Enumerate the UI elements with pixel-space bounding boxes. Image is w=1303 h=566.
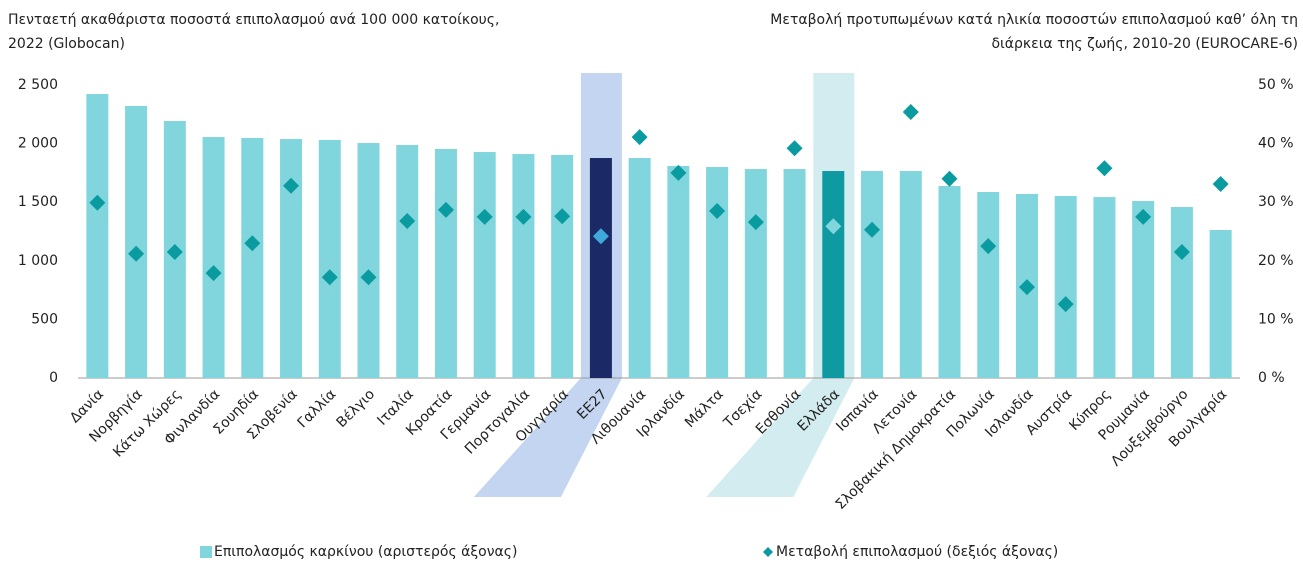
y2-tick-label: 10 % xyxy=(1258,311,1294,327)
marker xyxy=(825,218,842,235)
bar xyxy=(977,192,1000,378)
bar xyxy=(628,158,651,378)
marker xyxy=(205,265,222,282)
x-tick-label: Μάλτα xyxy=(682,386,727,431)
y-axis-title: 2022 (Globocan) xyxy=(8,36,125,52)
marker xyxy=(360,269,377,286)
marker xyxy=(747,214,764,231)
y-tick-label: 2 500 xyxy=(18,77,58,93)
marker xyxy=(1173,244,1190,261)
marker xyxy=(89,194,106,211)
y2-tick-label: 0 % xyxy=(1258,370,1285,386)
bar xyxy=(667,165,690,378)
bar xyxy=(899,171,922,378)
marker xyxy=(1018,279,1035,296)
marker xyxy=(786,140,803,157)
bar xyxy=(357,143,380,378)
marker xyxy=(476,208,493,225)
marker xyxy=(631,129,648,146)
bar xyxy=(1170,207,1193,378)
highlight-band xyxy=(706,378,855,497)
y-tick-label: 2 000 xyxy=(18,136,58,152)
bar xyxy=(202,137,225,378)
y2-axis-title: διάρκεια της ζωής, 2010-20 (EUROCARE-6) xyxy=(991,36,1298,52)
bar xyxy=(861,171,884,378)
bar xyxy=(241,137,264,378)
bar xyxy=(1093,197,1116,378)
bar xyxy=(434,148,457,378)
y-axis-title: Πενταετή ακαθάριστα ποσοστά επιπολασμού … xyxy=(8,12,499,28)
bar xyxy=(473,152,496,378)
marker xyxy=(1135,208,1152,225)
marker xyxy=(592,228,609,245)
marker xyxy=(670,164,687,181)
marker xyxy=(554,208,571,225)
bar xyxy=(86,94,109,378)
bar xyxy=(822,171,845,378)
bar xyxy=(783,169,806,378)
bar xyxy=(1209,229,1232,378)
bar xyxy=(125,105,148,379)
marker xyxy=(321,269,338,286)
bar xyxy=(938,186,961,378)
highlight-band xyxy=(473,378,622,497)
bar xyxy=(589,158,612,378)
x-tick-label: Γαλλία xyxy=(294,386,339,431)
legend-label: Μεταβολή επιπολασμού (δεξιός άξονας) xyxy=(776,544,1058,560)
legend-swatch xyxy=(200,546,212,558)
bar xyxy=(744,169,767,378)
marker xyxy=(1096,160,1113,177)
marker xyxy=(283,177,300,194)
marker xyxy=(902,103,919,120)
bar xyxy=(551,154,574,378)
marker xyxy=(1057,296,1074,313)
marker xyxy=(437,201,454,218)
y-tick-label: 0 xyxy=(49,370,58,386)
marker xyxy=(399,212,416,229)
y2-tick-label: 20 % xyxy=(1258,253,1294,269)
marker xyxy=(515,208,532,225)
y2-tick-label: 50 % xyxy=(1258,77,1294,93)
marker xyxy=(941,170,958,187)
y2-axis-title: Μεταβολή προτυπωμένων κατά ηλικία ποσοστ… xyxy=(770,12,1298,28)
marker xyxy=(244,235,261,252)
x-tick-label: Κάτω Χώρες xyxy=(110,386,184,460)
y-tick-label: 1 500 xyxy=(18,194,58,210)
y2-tick-label: 30 % xyxy=(1258,194,1294,210)
bar xyxy=(512,154,535,378)
legend-label: Επιπολασμός καρκίνου (αριστερός άξονας) xyxy=(214,544,517,560)
bar xyxy=(280,139,303,378)
legend-swatch xyxy=(763,547,773,557)
marker xyxy=(864,221,881,238)
marker xyxy=(980,238,997,255)
bar xyxy=(1054,195,1077,378)
marker xyxy=(1212,176,1229,193)
bar xyxy=(1132,201,1155,378)
x-tick-label: Βέλγιο xyxy=(334,386,379,431)
bar xyxy=(318,139,341,378)
y-tick-label: 500 xyxy=(31,311,58,327)
y-tick-label: 1 000 xyxy=(18,253,58,269)
marker xyxy=(128,245,145,262)
y2-tick-label: 40 % xyxy=(1258,136,1294,152)
marker xyxy=(166,244,183,261)
bar xyxy=(706,167,729,378)
marker xyxy=(709,202,726,219)
bar xyxy=(396,145,419,378)
